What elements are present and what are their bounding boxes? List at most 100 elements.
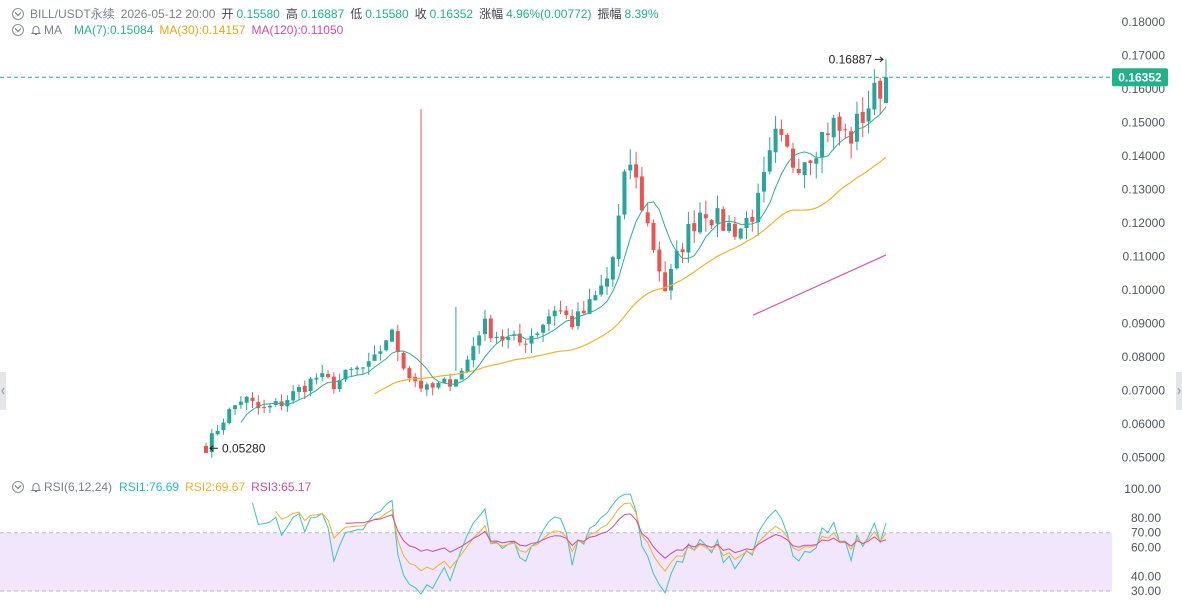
candle-body bbox=[721, 209, 726, 231]
candle-body bbox=[866, 108, 871, 122]
candle-body bbox=[727, 223, 732, 231]
candle-body bbox=[407, 368, 412, 379]
candle-body bbox=[605, 278, 610, 287]
rsi-band bbox=[0, 532, 1112, 591]
amplitude-value: 8.39% bbox=[624, 6, 659, 21]
open-label: 开 bbox=[221, 7, 234, 21]
candle-body bbox=[233, 405, 238, 410]
candle-body bbox=[302, 385, 307, 393]
change-label: 涨幅 bbox=[479, 7, 504, 21]
arrow-left-icon bbox=[209, 445, 218, 452]
candle-body bbox=[657, 249, 662, 272]
candle-body bbox=[668, 268, 673, 291]
ma30-value: MA(30):0.14157 bbox=[159, 23, 246, 37]
candle-body bbox=[680, 249, 685, 253]
high-value: 0.16887 bbox=[300, 6, 345, 21]
candle-body bbox=[448, 379, 453, 387]
candle-body bbox=[761, 172, 766, 192]
price-axis: 0.180000.170000.160000.150000.140000.130… bbox=[1122, 15, 1166, 465]
candle-body bbox=[296, 387, 301, 392]
rsi-axis-tick: 80.00 bbox=[1131, 511, 1161, 525]
candle-body bbox=[326, 373, 331, 378]
change-value: 4.96%(0.00772) bbox=[506, 6, 592, 21]
rsi2-value: RSI2:69.67 bbox=[185, 480, 246, 494]
candle-body bbox=[651, 222, 656, 250]
datetime-label: 2026-05-12 20:00 bbox=[120, 6, 216, 21]
candle-body bbox=[512, 334, 517, 336]
candle-body bbox=[227, 409, 232, 424]
rsi-axis-tick: 30.00 bbox=[1131, 584, 1161, 598]
candle-body bbox=[878, 80, 883, 99]
candle-body bbox=[320, 373, 325, 378]
candle-body bbox=[419, 380, 424, 389]
chevron-down-icon[interactable] bbox=[12, 24, 24, 36]
candle-body bbox=[506, 337, 511, 340]
candle-body bbox=[372, 354, 377, 361]
candlesticks bbox=[204, 59, 888, 458]
low-label: 低 bbox=[350, 7, 363, 21]
candle-body bbox=[599, 285, 604, 295]
low-annotation: 0.05280 bbox=[209, 441, 266, 455]
candle-body bbox=[384, 340, 389, 351]
candle-body bbox=[575, 311, 580, 326]
last-price-label: 0.16352 bbox=[1118, 70, 1162, 84]
scroll-left-tab[interactable] bbox=[0, 372, 6, 410]
bell-icon[interactable] bbox=[30, 481, 42, 493]
candle-body bbox=[389, 329, 394, 342]
price-axis-tick: 0.17000 bbox=[1122, 49, 1166, 63]
candle-body bbox=[541, 324, 546, 333]
price-axis-tick: 0.09000 bbox=[1122, 317, 1166, 331]
candle-body bbox=[285, 400, 290, 407]
candle-body bbox=[244, 396, 249, 403]
ma30-line bbox=[374, 156, 887, 395]
candle-body bbox=[639, 176, 644, 211]
candle-body bbox=[744, 217, 749, 229]
candle-body bbox=[802, 162, 807, 176]
candle-body bbox=[791, 148, 796, 168]
candle-body bbox=[785, 134, 790, 147]
price-axis-tick: 0.15000 bbox=[1122, 116, 1166, 130]
rsi3-line bbox=[345, 513, 887, 559]
rsi-axis-tick: 100.00 bbox=[1124, 482, 1161, 496]
chevron-down-icon[interactable] bbox=[12, 7, 24, 20]
candle-body bbox=[488, 318, 493, 339]
candle-body bbox=[465, 359, 470, 373]
scroll-right-tab[interactable] bbox=[1176, 372, 1182, 410]
candle-body bbox=[854, 113, 859, 142]
ma-indicator-name: MA bbox=[44, 23, 62, 37]
candle-body bbox=[331, 376, 336, 390]
amplitude-label: 振幅 bbox=[597, 7, 622, 21]
candle-body bbox=[535, 333, 540, 336]
candle-body bbox=[308, 378, 313, 392]
candle-body bbox=[570, 315, 575, 328]
symbol-label: BILL/USDT永续 bbox=[30, 7, 115, 21]
candle-body bbox=[860, 111, 865, 123]
candle-body bbox=[430, 383, 435, 388]
candle-body bbox=[756, 192, 761, 223]
candle-body bbox=[360, 367, 365, 369]
candle-body bbox=[808, 160, 813, 163]
candle-body bbox=[291, 391, 296, 401]
candle-body bbox=[587, 299, 592, 314]
ma7-line bbox=[240, 106, 887, 423]
candle-body bbox=[314, 377, 319, 380]
candle-body bbox=[343, 369, 348, 380]
price-axis-tick: 0.12000 bbox=[1122, 216, 1166, 230]
chevron-down-icon[interactable] bbox=[12, 481, 24, 493]
candle-body bbox=[442, 378, 447, 383]
candle-body bbox=[221, 422, 226, 431]
candle-body bbox=[209, 433, 214, 453]
open-value: 0.15580 bbox=[236, 6, 280, 21]
close-value: 0.16352 bbox=[429, 6, 474, 21]
candle-body bbox=[674, 250, 679, 269]
candle-body bbox=[517, 333, 522, 343]
close-label: 收 bbox=[414, 7, 427, 21]
candle-body bbox=[738, 228, 743, 239]
candle-body bbox=[564, 310, 569, 315]
rsi2-line bbox=[275, 502, 887, 573]
candle-body bbox=[250, 397, 255, 402]
bell-icon[interactable] bbox=[30, 24, 42, 36]
candle-body bbox=[552, 310, 557, 317]
candle-body bbox=[593, 295, 598, 301]
